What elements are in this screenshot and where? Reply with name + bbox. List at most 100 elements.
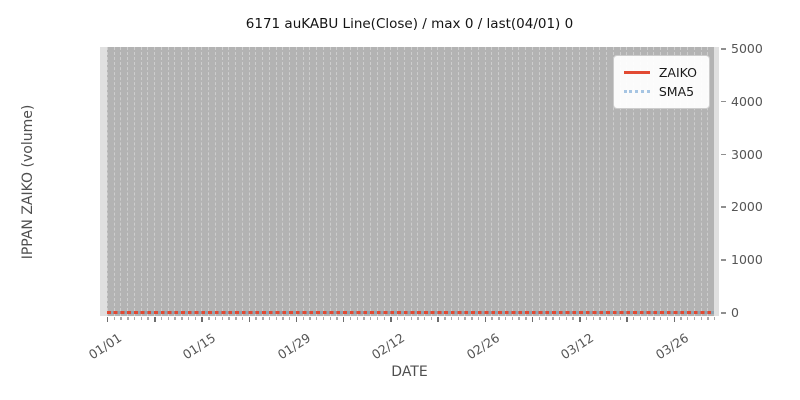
day-gridline: [579, 47, 581, 316]
x-minor-tick-mark: [653, 317, 655, 320]
day-gridline: [504, 47, 506, 316]
day-gridline: [511, 47, 513, 316]
x-minor-tick-mark: [565, 317, 567, 320]
day-gridline: [241, 47, 243, 316]
x-minor-tick-mark: [329, 317, 331, 320]
x-minor-tick-mark: [552, 317, 554, 320]
x-minor-tick-mark: [599, 317, 601, 320]
x-minor-tick-mark: [120, 317, 122, 320]
day-gridline: [349, 47, 351, 316]
day-gridline: [107, 47, 108, 316]
day-gridline: [356, 47, 358, 316]
x-minor-tick-mark: [113, 317, 116, 320]
day-gridline: [214, 47, 216, 316]
day-gridline: [430, 47, 432, 316]
x-minor-tick-mark: [255, 317, 257, 320]
x-minor-tick-mark: [639, 317, 642, 320]
x-tick-label: 03/12: [557, 330, 597, 363]
day-gridline: [309, 47, 311, 316]
day-gridline: [316, 47, 318, 316]
x-minor-tick-mark: [417, 317, 419, 320]
x-minor-tick-mark: [504, 317, 507, 320]
y-tick-label: 1000: [731, 252, 763, 268]
day-gridline: [282, 47, 284, 316]
day-gridline: [295, 47, 297, 316]
x-minor-tick-mark: [363, 317, 365, 320]
x-minor-tick-mark: [666, 317, 669, 320]
day-gridline: [660, 47, 662, 316]
x-minor-tick-mark: [464, 317, 466, 320]
day-gridline: [484, 47, 486, 316]
day-gridline: [187, 47, 189, 316]
day-gridline: [626, 47, 628, 316]
day-gridline: [160, 47, 162, 316]
x-minor-tick-mark: [181, 317, 183, 320]
day-gridline: [336, 47, 338, 316]
x-axis-label: DATE: [391, 364, 428, 380]
day-gridline: [147, 47, 149, 316]
x-minor-tick-mark: [403, 317, 406, 320]
x-tick-label: 03/26: [652, 330, 691, 363]
day-gridline: [565, 47, 567, 316]
day-gridline: [363, 47, 365, 316]
sma5-dotted-swatch-icon: [623, 90, 650, 93]
x-major-tick-mark: [248, 317, 251, 322]
x-minor-tick-mark: [282, 317, 284, 320]
day-gridline: [680, 47, 682, 316]
day-gridline: [585, 47, 587, 316]
x-minor-tick-mark: [228, 317, 230, 320]
day-gridline: [154, 47, 156, 316]
day-gridline: [127, 47, 129, 316]
day-gridline: [322, 47, 324, 316]
x-minor-tick-mark: [370, 317, 372, 320]
x-tick-label: 02/26: [463, 330, 502, 363]
day-gridline: [194, 47, 196, 316]
day-gridline: [397, 47, 398, 316]
x-minor-tick-mark: [525, 317, 527, 320]
day-gridline: [639, 47, 641, 316]
day-gridline: [450, 47, 452, 316]
x-major-tick-mark: [343, 317, 345, 322]
day-gridline: [545, 47, 547, 316]
x-major-tick-mark: [154, 317, 156, 322]
day-gridline: [464, 47, 466, 316]
day-gridline: [552, 47, 554, 316]
x-tick-label: 02/12: [369, 330, 408, 363]
day-gridline: [693, 47, 695, 316]
day-gridline: [120, 47, 122, 316]
x-minor-tick-mark: [585, 317, 588, 320]
x-minor-tick-mark: [268, 317, 271, 320]
day-gridline: [174, 47, 176, 316]
x-minor-tick-mark: [309, 317, 311, 320]
day-gridline: [437, 47, 439, 316]
day-gridline: [673, 47, 675, 316]
x-tick-label: 01/29: [274, 330, 314, 363]
x-minor-tick-mark: [612, 317, 615, 320]
y-axis-label: IPPAN ZAIKO (volume): [20, 104, 36, 260]
day-gridline: [477, 47, 479, 316]
x-major-tick-mark: [579, 317, 581, 322]
day-gridline: [208, 47, 210, 316]
x-minor-tick-mark: [498, 317, 500, 320]
day-gridline: [390, 47, 392, 316]
y-tick-mark: [721, 206, 726, 208]
x-minor-tick-mark: [376, 317, 379, 320]
day-gridline: [498, 47, 500, 316]
x-major-tick-mark: [295, 317, 298, 322]
x-major-tick-mark: [437, 317, 439, 322]
x-minor-tick-mark: [160, 317, 163, 320]
day-gridline: [457, 47, 459, 316]
x-minor-tick-mark: [538, 317, 541, 320]
x-minor-tick-mark: [214, 317, 217, 320]
x-minor-tick-mark: [289, 317, 291, 320]
day-gridline: [289, 47, 291, 316]
x-tick-label: 01/15: [180, 330, 219, 363]
x-major-tick-mark: [673, 317, 675, 322]
day-gridline: [700, 47, 702, 316]
day-gridline: [140, 47, 142, 316]
x-minor-tick-mark: [133, 317, 136, 320]
x-minor-tick-mark: [619, 317, 621, 320]
day-gridline: [666, 47, 668, 316]
day-gridline: [383, 47, 385, 316]
